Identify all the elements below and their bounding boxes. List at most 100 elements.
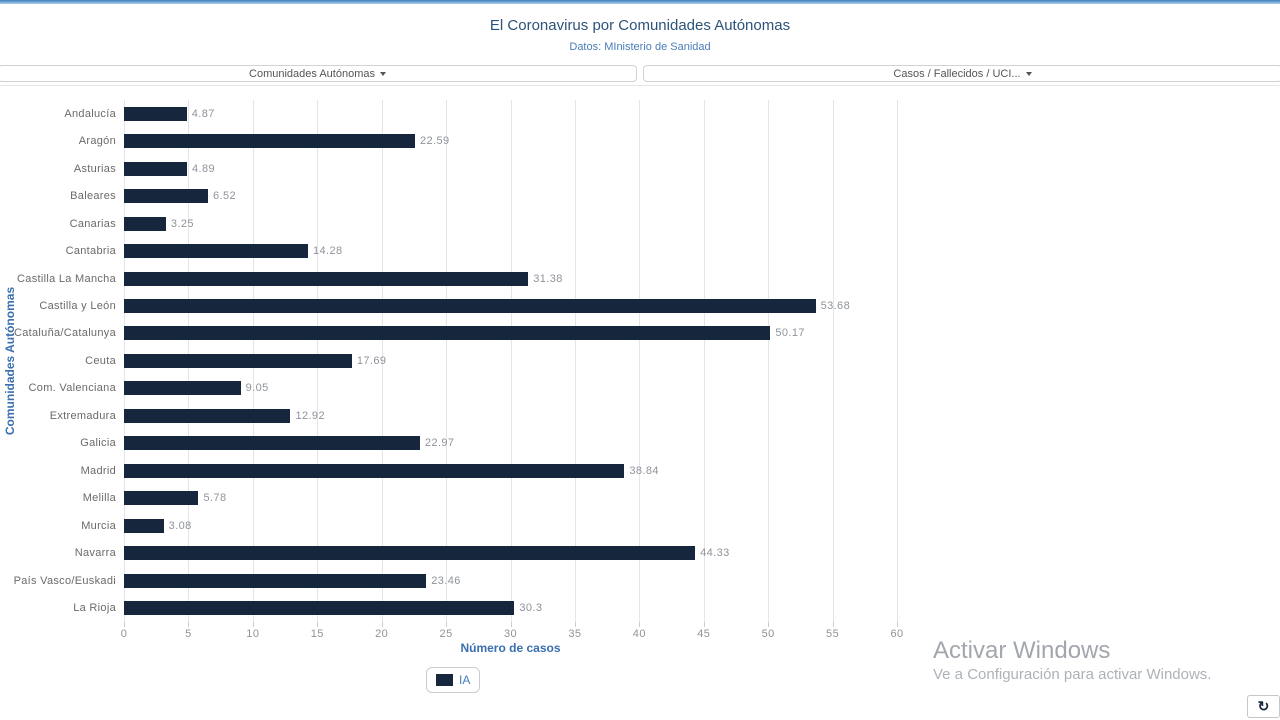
- bar[interactable]: [124, 134, 416, 149]
- category-label: Navarra: [74, 547, 116, 560]
- bar[interactable]: [124, 518, 164, 533]
- bar-row: 4.87: [124, 100, 897, 127]
- bar-value-label: 50.17: [775, 327, 805, 340]
- x-tick-mark: [446, 622, 448, 627]
- category-label: Murcia: [81, 519, 116, 532]
- gridline: [510, 100, 512, 622]
- bar[interactable]: [124, 161, 187, 176]
- bar[interactable]: [124, 106, 187, 121]
- bar-row: 9.05: [124, 375, 897, 402]
- category-label: Melilla: [82, 492, 116, 505]
- bar[interactable]: [124, 463, 625, 478]
- x-tick-mark: [381, 622, 383, 627]
- bar-value-label: 9.05: [245, 382, 269, 395]
- bar-value-label: 53.68: [820, 300, 851, 313]
- bar[interactable]: [124, 546, 696, 561]
- bar-row: 23.46: [124, 567, 897, 594]
- bar-row: 6.52: [124, 182, 897, 209]
- chart-bars: 4.87 22.59 4.89 6.52 3.25 14.28 31.38 53.68 50.1…: [124, 100, 897, 622]
- x-tick-mark: [188, 622, 190, 627]
- x-tick-mark: [832, 622, 834, 627]
- bar[interactable]: [124, 573, 427, 588]
- category-label: Com. Valenciana: [28, 382, 116, 395]
- header-divider: [0, 85, 1280, 86]
- dropdown-metric[interactable]: Casos / Fallecidos / UCI...: [643, 65, 1280, 82]
- bar-value-label: 38.84: [629, 464, 659, 477]
- x-tick-mark: [252, 622, 254, 627]
- bar-value-label: 44.33: [700, 547, 730, 560]
- bar[interactable]: [124, 299, 816, 314]
- x-tick-label: 45: [697, 628, 711, 640]
- chevron-down-icon: [1025, 71, 1032, 76]
- bar-row: 22.59: [124, 127, 897, 154]
- category-label: País Vasco/Euskadi: [13, 574, 116, 587]
- bar-row: 38.84: [124, 457, 897, 484]
- gridline: [381, 100, 383, 622]
- bar[interactable]: [124, 189, 208, 204]
- bar[interactable]: [124, 491, 199, 506]
- bar-value-label: 4.87: [191, 107, 215, 120]
- legend[interactable]: IA: [426, 667, 481, 693]
- x-tick-mark: [703, 622, 705, 627]
- bar[interactable]: [124, 436, 420, 451]
- x-tick-mark: [897, 622, 898, 627]
- bar-value-label: 17.69: [356, 354, 387, 367]
- x-tick-label: 25: [439, 628, 453, 640]
- category-label: Aragón: [78, 135, 116, 148]
- bar-value-label: 22.97: [424, 437, 455, 450]
- gridline: [703, 100, 705, 622]
- x-tick-label: 60: [890, 628, 904, 640]
- category-label: La Rioja: [73, 602, 116, 615]
- bar-value-label: 31.38: [533, 272, 563, 285]
- x-tick-label: 50: [761, 628, 775, 640]
- windows-activation-watermark-subtitle: Ve a Configuración para activar Windows.: [933, 666, 1212, 683]
- gridline: [897, 100, 898, 622]
- x-tick-mark: [768, 622, 770, 627]
- x-tick-mark: [317, 622, 319, 627]
- legend-label: IA: [459, 673, 471, 687]
- category-label: Baleares: [70, 190, 116, 203]
- bar-row: 44.33: [124, 540, 897, 567]
- dropdown-comunidades[interactable]: Comunidades Autónomas: [0, 65, 637, 82]
- x-tick-mark: [639, 622, 641, 627]
- x-tick-label: 5: [185, 628, 192, 640]
- bar-row: 22.97: [124, 430, 897, 457]
- bar-value-label: 5.78: [203, 492, 227, 505]
- bar-row: 3.08: [124, 512, 897, 539]
- bar-row: 12.92: [124, 402, 897, 429]
- bar-row: 50.17: [124, 320, 897, 347]
- dropdown-metric-label: Casos / Fallecidos / UCI...: [893, 67, 1021, 80]
- x-tick-label: 15: [310, 628, 324, 640]
- bar-row: 4.89: [124, 155, 897, 182]
- x-tick-mark: [510, 622, 512, 627]
- bar[interactable]: [124, 326, 771, 341]
- bar-value-label: 14.28: [312, 245, 343, 258]
- windows-activation-watermark-title: Activar Windows: [933, 637, 1111, 664]
- refresh-button[interactable]: ↻: [1247, 695, 1280, 718]
- bar[interactable]: [124, 244, 308, 259]
- chart-category-labels: Andalucía Aragón Asturias Baleares Canarias C…: [0, 100, 116, 622]
- category-label: Madrid: [80, 464, 116, 477]
- x-tick-label: 30: [503, 628, 518, 640]
- category-label: Cantabria: [65, 245, 116, 258]
- bar-row: 5.78: [124, 485, 897, 512]
- bar[interactable]: [124, 353, 352, 368]
- category-label: Castilla La Mancha: [17, 272, 116, 285]
- bar-row: 30.3: [124, 594, 897, 621]
- bar-row: 53.68: [124, 292, 897, 319]
- x-tick-label: 0: [120, 628, 128, 640]
- bar[interactable]: [124, 271, 529, 286]
- bar[interactable]: [124, 381, 241, 396]
- chevron-down-icon: [379, 71, 386, 76]
- bar-value-label: 23.46: [431, 574, 461, 587]
- category-label: Castilla y León: [39, 300, 116, 313]
- bar-value-label: 12.92: [295, 409, 325, 422]
- x-axis-title: Número de casos: [460, 641, 561, 655]
- bar-value-label: 4.89: [191, 162, 215, 175]
- bar[interactable]: [124, 601, 515, 616]
- category-label: Andalucía: [64, 107, 116, 120]
- bar[interactable]: [124, 216, 166, 231]
- x-tick-label: 20: [375, 628, 389, 640]
- x-tick-label: 35: [568, 628, 582, 640]
- bar[interactable]: [124, 408, 291, 423]
